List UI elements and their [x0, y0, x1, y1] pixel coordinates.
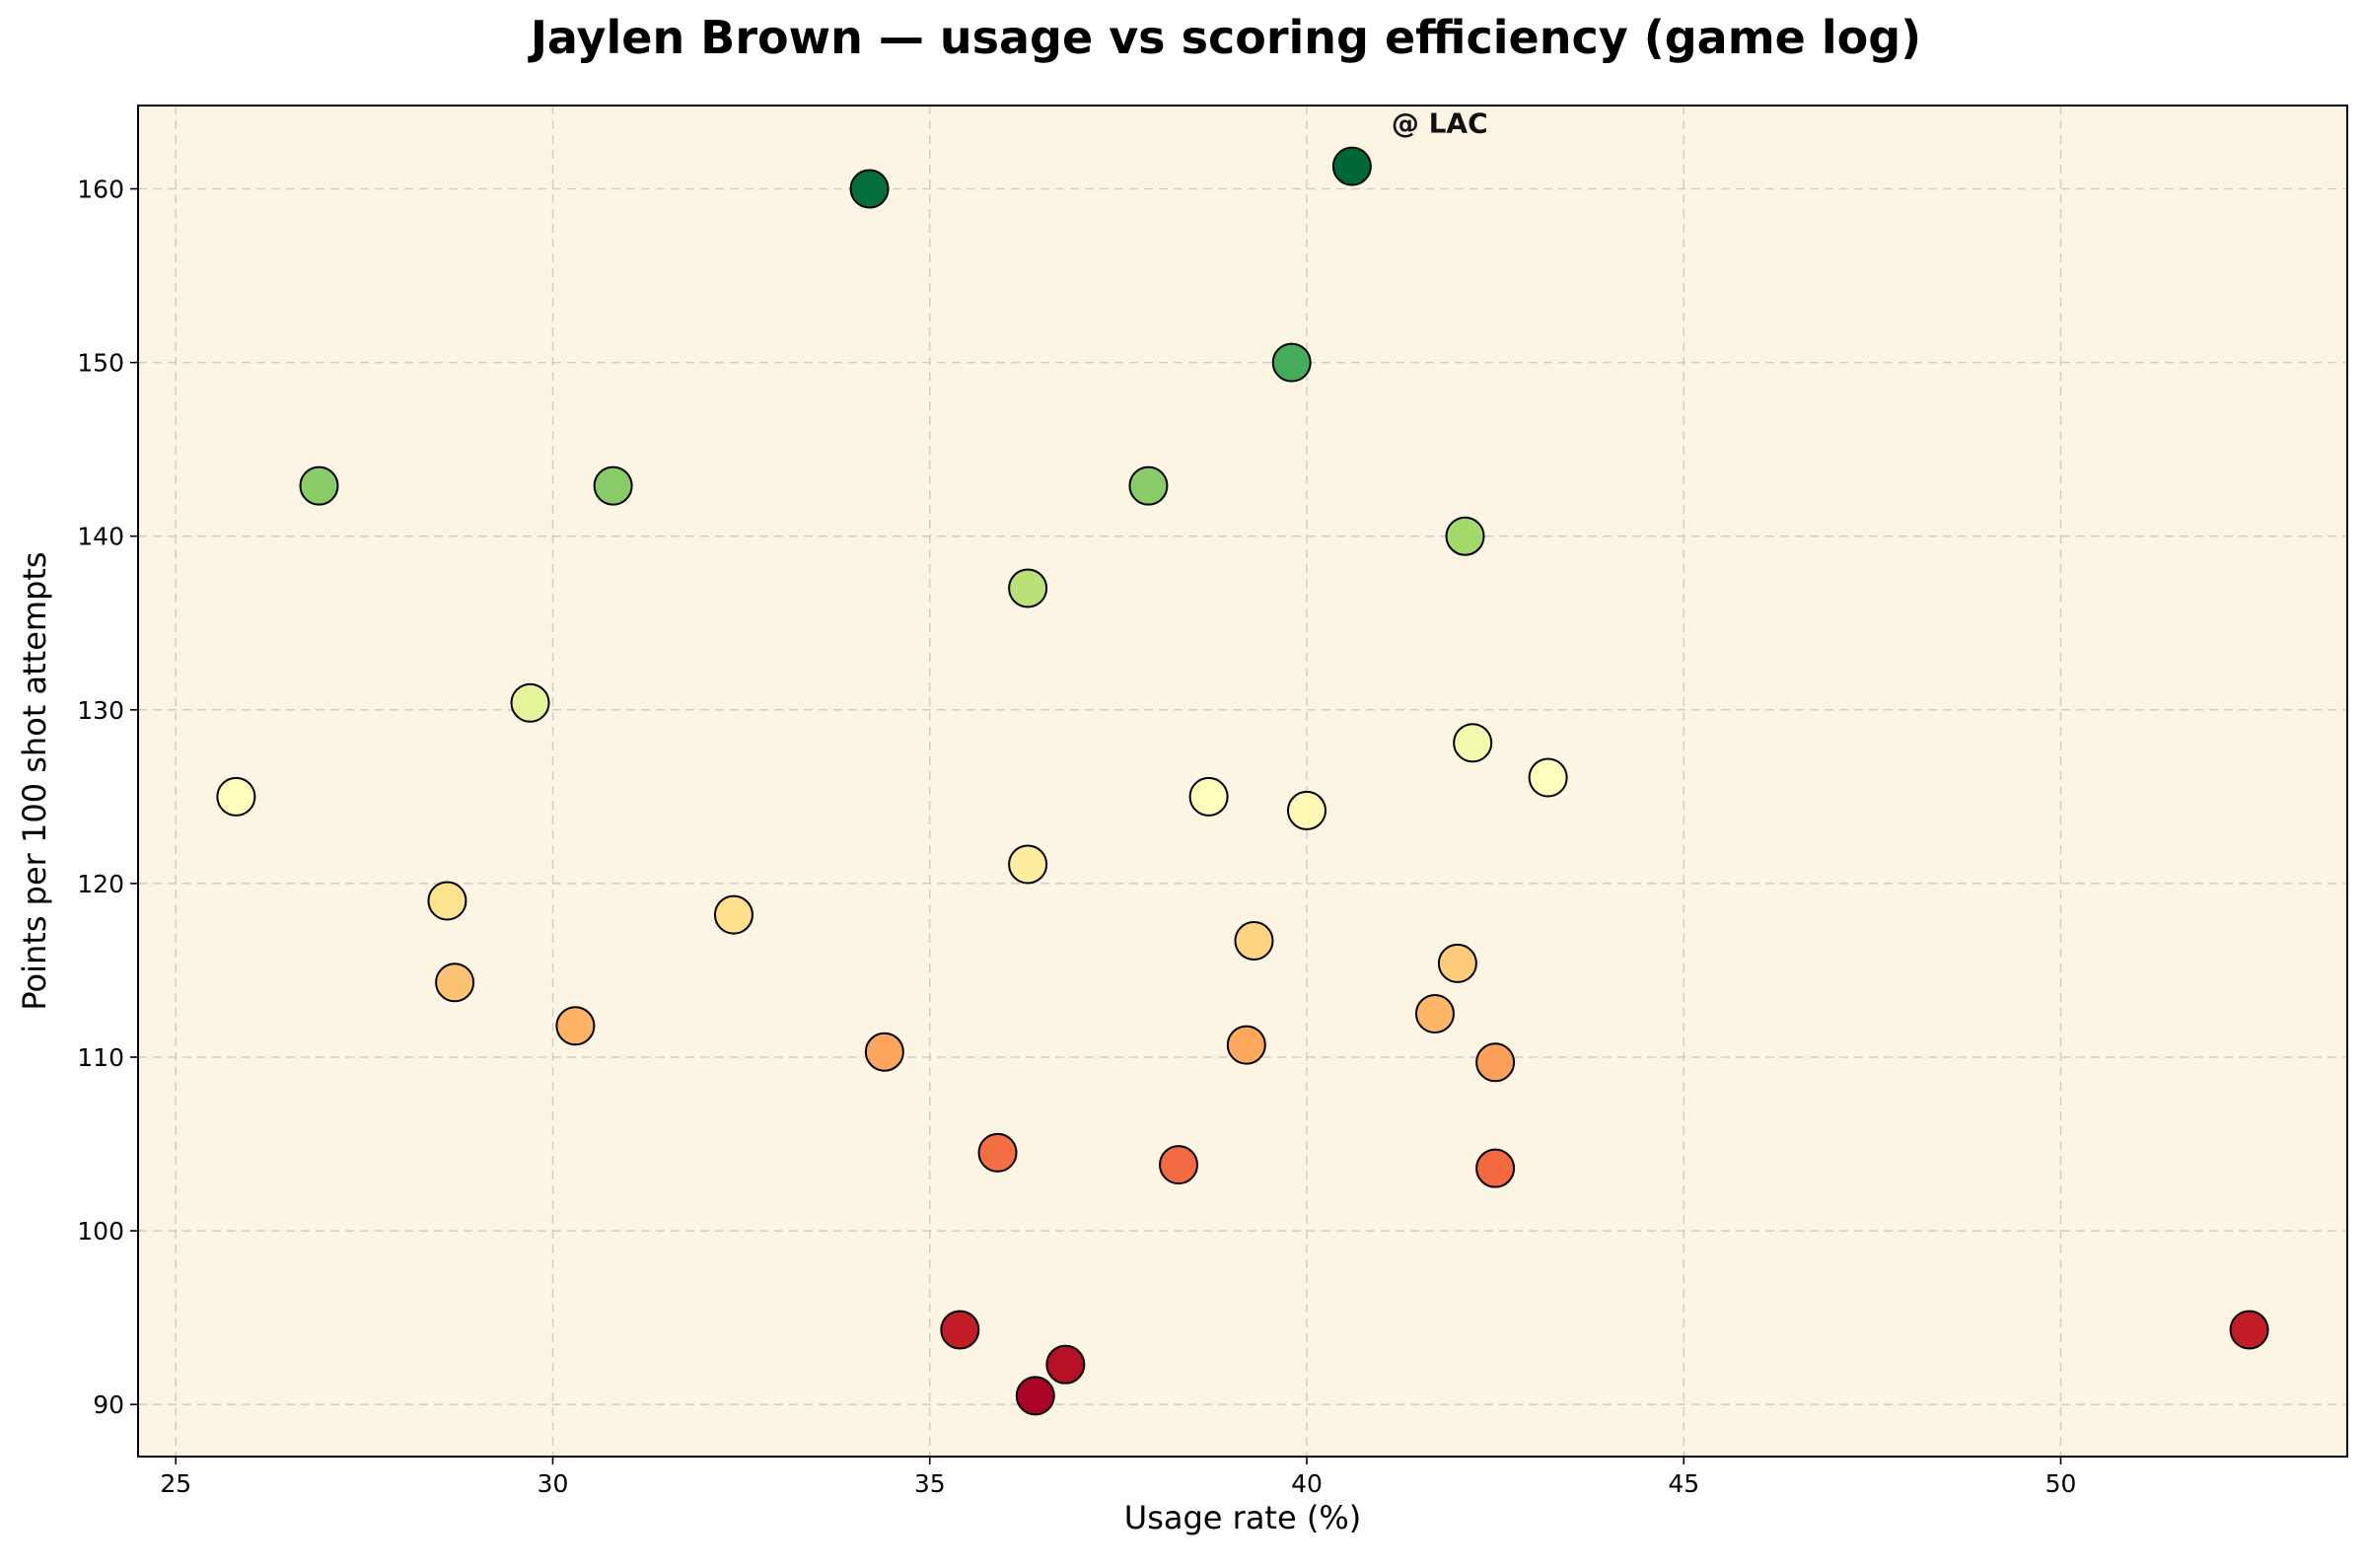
x-tick-label: 50 [2045, 1469, 2077, 1498]
y-tick-label: 110 [77, 1043, 124, 1072]
scatter-point [427, 881, 467, 921]
scatter-point [216, 776, 256, 817]
x-tick-label: 35 [914, 1469, 946, 1498]
y-tick-label: 120 [77, 870, 124, 898]
plot-area [138, 106, 2347, 1457]
scatter-point [1331, 146, 1372, 186]
x-axis-label: Usage rate (%) [1124, 1499, 1361, 1536]
x-tick-label: 30 [538, 1469, 569, 1498]
scatter-point [1188, 776, 1229, 817]
plot-frame [137, 105, 2348, 1458]
scatter-point [849, 169, 890, 209]
y-tick-label: 90 [93, 1390, 124, 1419]
scatter-point [1437, 943, 1477, 983]
scatter-point [940, 1310, 980, 1350]
x-tick-label: 25 [160, 1469, 191, 1498]
data-points [216, 146, 2269, 1416]
scatter-point [593, 465, 633, 506]
y-tick-label: 140 [77, 523, 124, 551]
y-tick-label: 150 [77, 349, 124, 378]
point-annotation: @ LAC [1392, 107, 1488, 140]
scatter-point [1414, 993, 1455, 1033]
scatter-point [1271, 342, 1312, 383]
scatter-point [1008, 844, 1048, 885]
y-axis-label: Points per 100 shot attempts [16, 551, 53, 1010]
scatter-point [1528, 757, 1568, 798]
scatter-point [1008, 568, 1048, 608]
scatter-point [1015, 1376, 1055, 1416]
scatter-point [1453, 723, 1493, 763]
x-tick-label: 45 [1668, 1469, 1699, 1498]
x-tick-label: 40 [1291, 1469, 1323, 1498]
scatter-point [299, 465, 339, 506]
scatter-point [864, 1032, 904, 1072]
scatter-point [1475, 1148, 1516, 1188]
scatter-point [1045, 1344, 1086, 1385]
scatter-point [977, 1132, 1018, 1173]
scatter-point [1234, 921, 1274, 962]
y-tick-label: 160 [77, 176, 124, 204]
scatter-point [1286, 790, 1326, 830]
y-tick-label: 130 [77, 696, 124, 725]
scatter-point [1226, 1025, 1266, 1065]
scatter-point [713, 894, 753, 935]
scatter-point [1159, 1145, 1199, 1185]
scatter-point [2229, 1310, 2269, 1350]
scatter-point [435, 962, 475, 1003]
scatter-point [555, 1006, 596, 1046]
scatter-point [1128, 465, 1169, 506]
scatter-point [1475, 1042, 1516, 1083]
x-axis-ticks: 25 30 35 40 45 50 [160, 1457, 2076, 1498]
scatter-point [510, 682, 550, 723]
grid [138, 106, 2347, 1457]
y-axis-ticks: 90 100 110 120 130 140 150 160 [77, 176, 138, 1419]
chart-title: Jaylen Brown — usage vs scoring efficien… [528, 11, 1921, 64]
y-tick-label: 100 [77, 1217, 124, 1246]
scatter-point [1445, 516, 1485, 556]
